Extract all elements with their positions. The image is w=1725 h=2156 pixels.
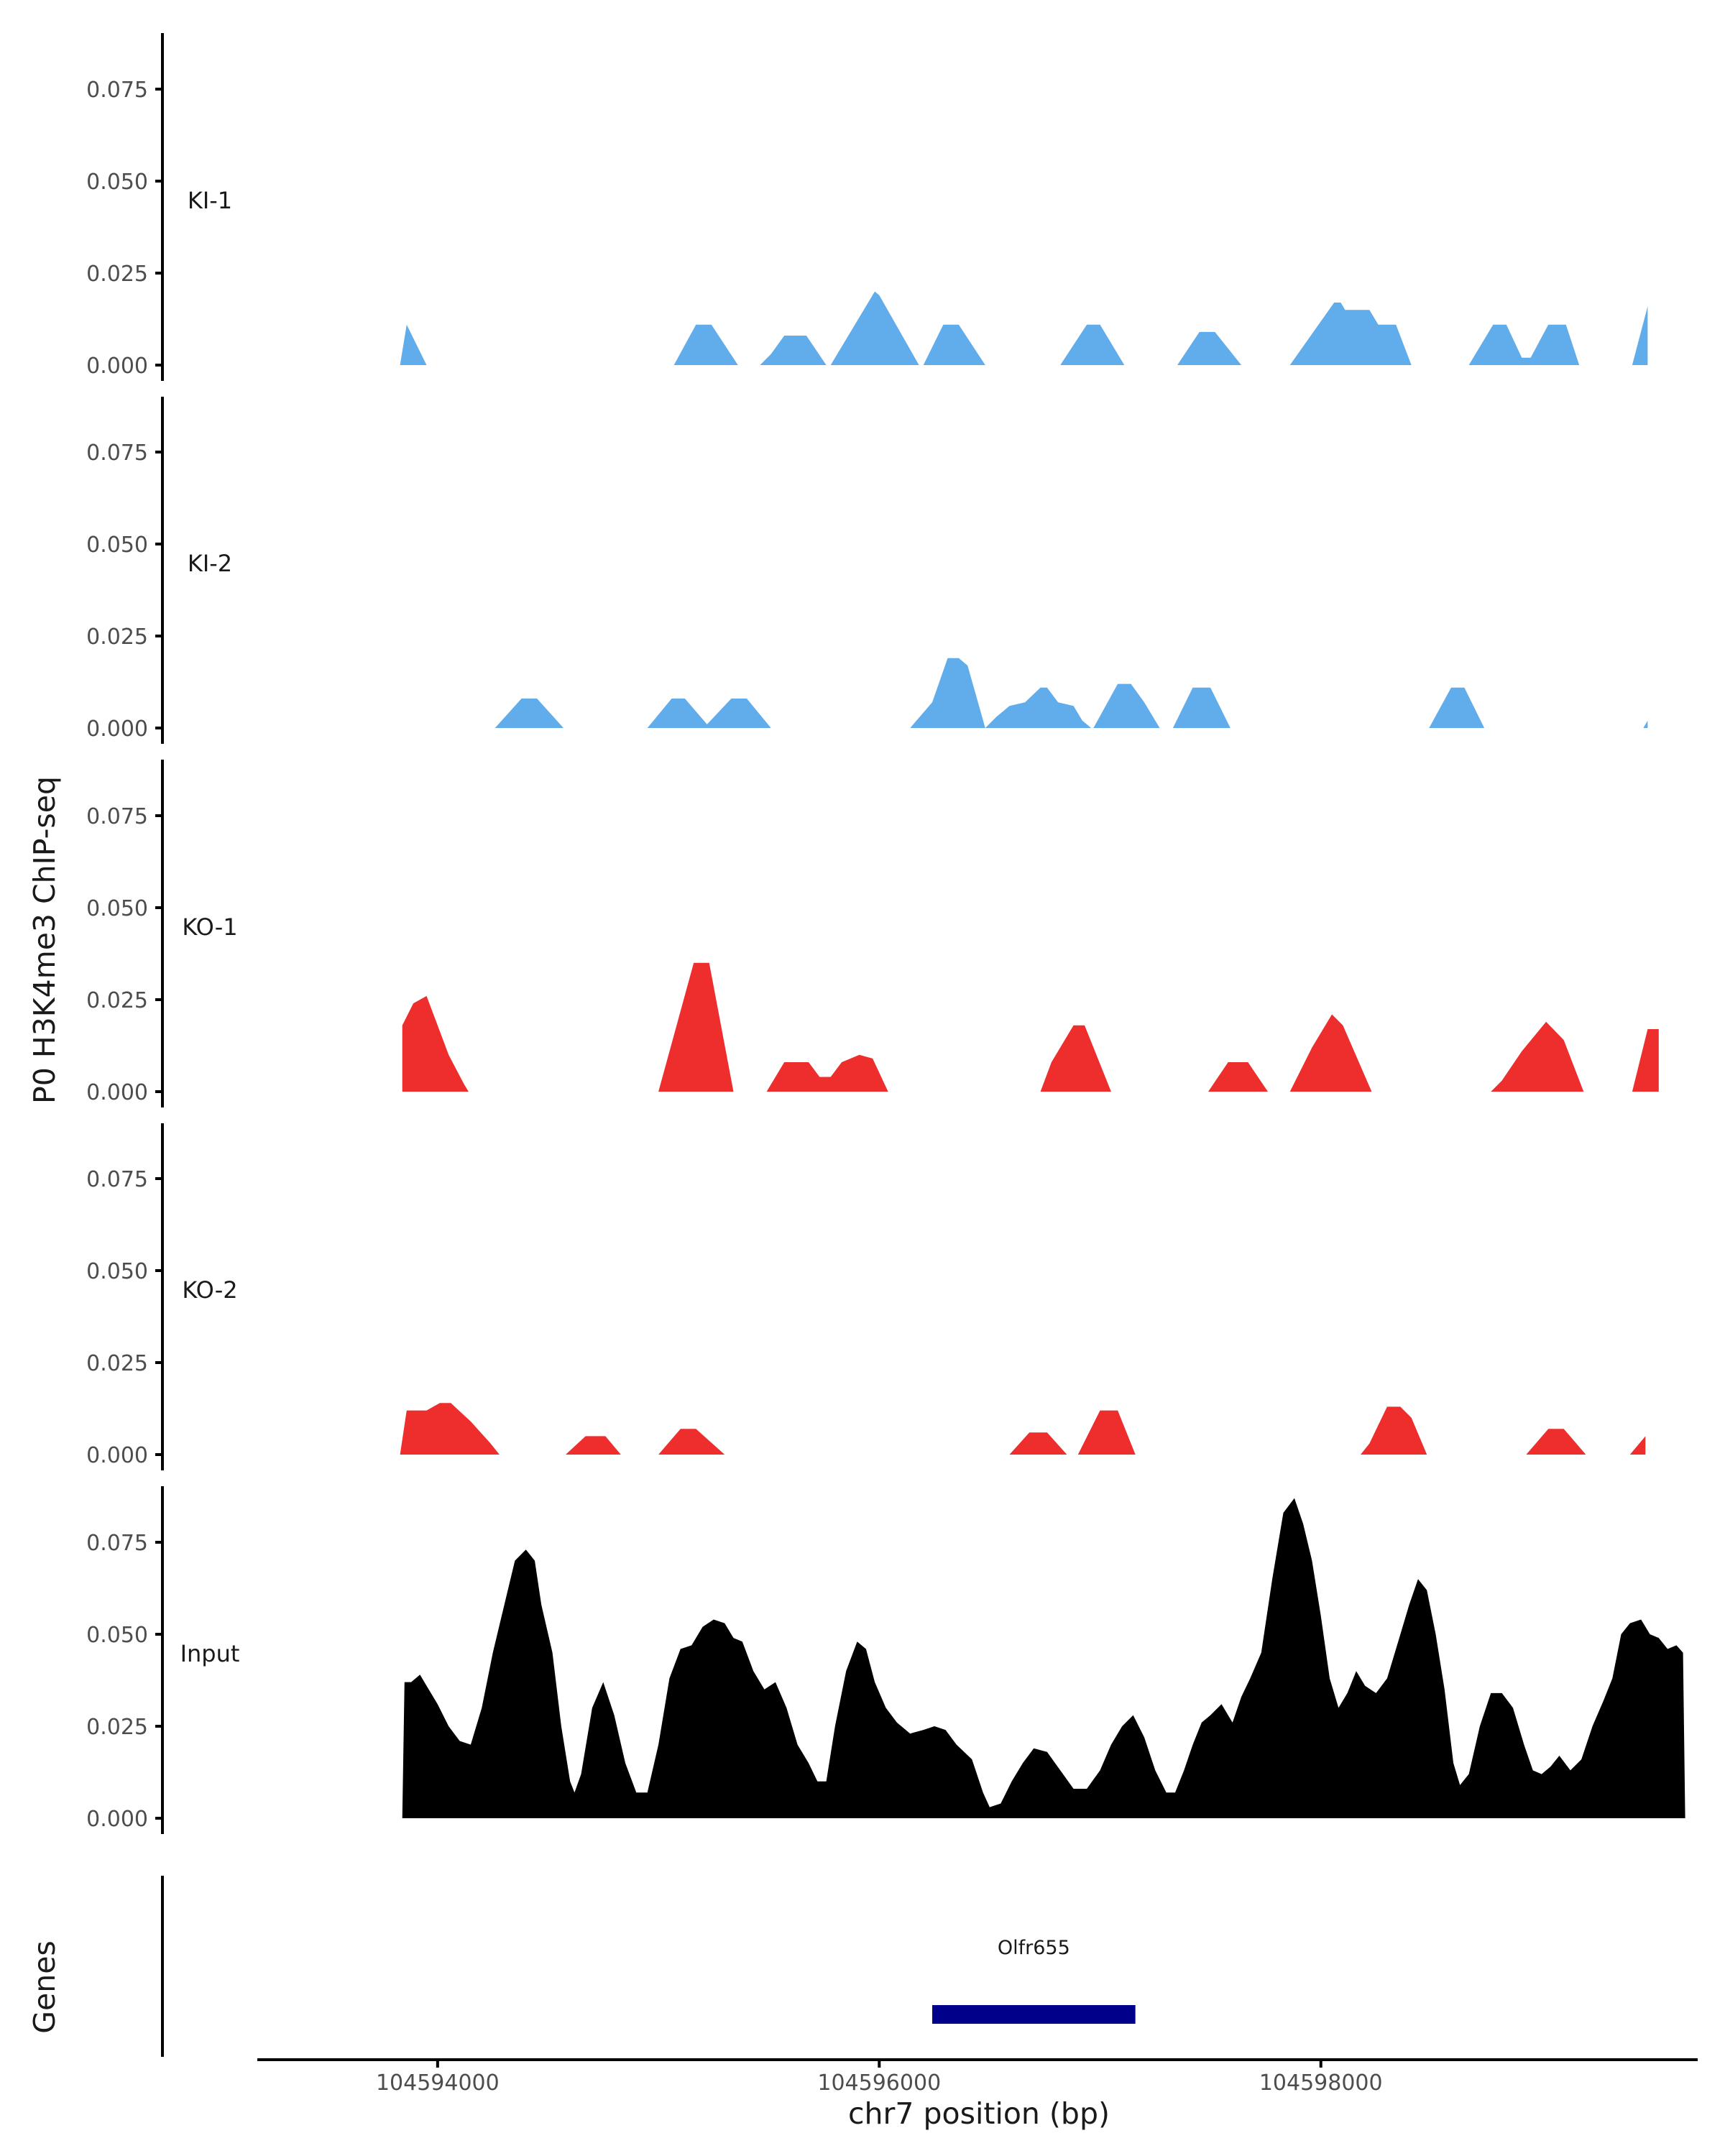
y-tick-label: 0.025 bbox=[86, 1351, 148, 1376]
x-axis: 104594000 104596000 104598000 bbox=[257, 2058, 1698, 2096]
y-axis-title: P0 H3K4me3 ChIP-seq bbox=[27, 776, 62, 1104]
y-tick-label: 0.075 bbox=[86, 1531, 148, 1556]
y-tick-label: 0.000 bbox=[86, 1443, 148, 1468]
track-label: Input bbox=[180, 1640, 240, 1667]
x-tick-label: 104598000 bbox=[1259, 2070, 1383, 2096]
x-tick-label: 104596000 bbox=[817, 2070, 941, 2096]
track-ki-2: 0.000 0.025 0.050 0.075 KI-2 bbox=[86, 397, 1648, 744]
y-tick-label: 0.000 bbox=[86, 717, 148, 742]
genes-axis-title: Genes bbox=[27, 1940, 62, 2034]
gene-label: Olfr655 bbox=[998, 1937, 1070, 1959]
signal-area-ki-1 bbox=[400, 291, 1648, 365]
signal-area-input bbox=[402, 1498, 1685, 1818]
y-tick-label: 0.075 bbox=[86, 78, 148, 103]
y-tick-label: 0.075 bbox=[86, 1167, 148, 1192]
y-tick-label: 0.050 bbox=[86, 1259, 148, 1284]
y-tick-label: 0.025 bbox=[86, 262, 148, 287]
track-label: KI-1 bbox=[188, 187, 232, 214]
signal-area-ki-2 bbox=[494, 658, 1648, 728]
y-tick-label: 0.050 bbox=[86, 533, 148, 558]
y-tick-label: 0.050 bbox=[86, 896, 148, 921]
y-tick-label: 0.000 bbox=[86, 1807, 148, 1832]
track-label: KI-2 bbox=[188, 550, 232, 577]
y-tick-label: 0.025 bbox=[86, 1715, 148, 1740]
y-tick-label: 0.050 bbox=[86, 170, 148, 195]
x-tick-label: 104594000 bbox=[376, 2070, 500, 2096]
track-ki-1: 0.000 0.025 0.050 0.075 KI-1 bbox=[86, 33, 1648, 381]
y-tick-label: 0.000 bbox=[86, 354, 148, 379]
track-label: KO-2 bbox=[182, 1276, 237, 1304]
signal-area-ko-1 bbox=[402, 962, 1659, 1092]
track-ko-1: 0.000 0.025 0.050 0.075 KO-1 bbox=[86, 760, 1659, 1107]
gene-track: Olfr655 bbox=[161, 1876, 1136, 2057]
track-label: KO-1 bbox=[182, 913, 237, 941]
y-tick-label: 0.025 bbox=[86, 988, 148, 1013]
y-tick-label: 0.050 bbox=[86, 1623, 148, 1648]
track-input: 0.000 0.025 0.050 0.075 Input bbox=[86, 1486, 1685, 1834]
y-tick-label: 0.075 bbox=[86, 804, 148, 829]
gene-body bbox=[932, 2005, 1136, 2024]
track-ko-2: 0.000 0.025 0.050 0.075 KO-2 bbox=[86, 1123, 1646, 1470]
x-axis-title: chr7 position (bp) bbox=[848, 2096, 1110, 2131]
y-tick-label: 0.025 bbox=[86, 625, 148, 650]
y-tick-label: 0.075 bbox=[86, 441, 148, 466]
signal-tracks: 0.0000.0250.0500.075KI-10.0000.0250.0500… bbox=[86, 33, 1685, 1834]
y-tick-label: 0.000 bbox=[86, 1080, 148, 1105]
signal-area-ko-2 bbox=[400, 1403, 1646, 1455]
